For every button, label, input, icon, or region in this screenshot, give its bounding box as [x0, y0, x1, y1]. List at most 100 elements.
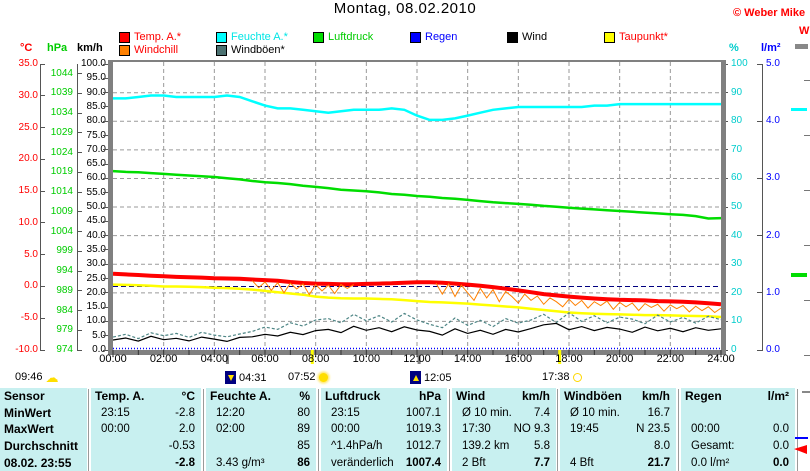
table-row — [681, 405, 795, 422]
cell-info: veränderlich — [331, 456, 394, 469]
cell-value: 0.0 — [773, 440, 789, 453]
series-windchill — [435, 282, 722, 314]
tick-label-%: 30 — [731, 258, 743, 270]
legend-item-luftdruck: Luftdruck — [313, 31, 373, 43]
tick-mark — [40, 317, 45, 319]
marker-sun: 07:52 — [288, 371, 328, 383]
x-tick-label: 02:00 — [149, 353, 178, 365]
tick-mark — [103, 335, 108, 337]
table-group-windben: Windböen km/h Ø 10 min. 16.7 19:45 N 23.5 8.0 4… — [560, 388, 676, 471]
cell-info: Ø 10 min. — [570, 406, 620, 419]
table-group-tempa: Temp. A. °C 23:15 -2.8 00:00 2.0 -0.53 -2.8 — [91, 388, 201, 471]
tick-label-km/h: 70.0 — [86, 143, 106, 155]
tick-label-hPa: 999 — [56, 245, 73, 257]
tick-label-%: 100 — [731, 58, 748, 70]
tick-mark — [77, 112, 82, 114]
table-group-header: Luftdruck hPa — [321, 388, 447, 405]
sensor-unit: l/m² — [767, 389, 789, 404]
sensor-unit: km/h — [521, 389, 550, 404]
tick-label-km/h: 50.0 — [86, 201, 106, 213]
cell-info: 0.0 l/m² — [691, 456, 730, 469]
tick-mark — [103, 192, 108, 194]
table-separator — [557, 389, 558, 471]
table-row: 0.0 l/m² 0.0 — [681, 454, 795, 471]
moonrise-icon — [410, 371, 421, 384]
tick-mark — [77, 211, 82, 213]
table-group-regen: Regen l/m² 00:00 0.0 Gesamt: 0.0 0.0 l/m² 0.0 — [681, 388, 795, 471]
tick-label-l/m²: 3.0 — [766, 172, 780, 184]
marker-sun-outline: 17:38 — [542, 371, 582, 383]
mini-pressure-mark — [791, 273, 807, 277]
cell-info: Gesamt: — [691, 440, 735, 453]
axis-line-l/m² — [762, 64, 763, 350]
plot-border-left — [108, 62, 113, 355]
cell-value: 7.7 — [534, 456, 550, 469]
tick-mark — [77, 191, 82, 193]
tick-label-km/h: 10.0 — [86, 315, 106, 327]
tick-label-hPa: 1044 — [50, 67, 73, 79]
legend-item-taupunkt: Taupunkt* — [604, 31, 668, 43]
table-row: 00:00 1019.3 — [321, 421, 447, 438]
tick-mark — [77, 250, 82, 252]
table-row: 08.02. 23:55 — [0, 454, 87, 471]
table-separator — [203, 389, 204, 471]
cell-info: 00:00 — [691, 423, 720, 436]
tick-mark — [40, 254, 45, 256]
tick-label-km/h: 60.0 — [86, 172, 106, 184]
table-row: 12:20 80 — [206, 405, 316, 422]
tick-mark — [103, 206, 108, 208]
tick-label-km/h: 30.0 — [86, 258, 106, 270]
table-row: 00:00 0.0 — [681, 421, 795, 438]
series-wind — [112, 322, 722, 343]
table-row: 8.0 — [560, 438, 676, 455]
sensor-name: Feuchte A. — [210, 389, 271, 404]
table-row: 23:15 -2.8 — [91, 405, 201, 422]
page-title: Montag, 08.02.2010 — [333, 0, 477, 17]
tick-mark — [103, 106, 108, 108]
axis-line-°C — [40, 64, 41, 350]
tick-label-%: 50 — [731, 201, 743, 213]
legend-label: Temp. A.* — [134, 31, 182, 43]
cell-info: 4 Bft — [570, 456, 594, 469]
cell-value: 16.7 — [647, 406, 670, 419]
cell-info: 12:20 — [216, 406, 245, 419]
sensor-name: Windböen — [564, 389, 622, 404]
sun-cloud-icon: ☁ — [45, 369, 59, 385]
x-tick-label: 12:00 — [403, 353, 431, 365]
tick-mark — [77, 231, 82, 233]
tick-label-km/h: 40.0 — [86, 229, 106, 241]
axis-line-hPa — [77, 64, 78, 350]
tick-label-hPa: 1009 — [50, 205, 73, 217]
cell-info: 02:00 — [216, 423, 245, 436]
cell-info: 3.43 g/m³ — [216, 456, 265, 469]
marker-moonrise: 12:05 — [410, 371, 452, 384]
plot-border-top — [108, 60, 726, 62]
x-tick-label: 22:00 — [656, 353, 685, 365]
tick-label-%: 20 — [731, 286, 743, 298]
tick-label-l/m²: 4.0 — [766, 115, 780, 127]
table-group-header: Windböen km/h — [560, 388, 676, 405]
tick-label-°C: 5.0 — [24, 248, 38, 260]
x-tick-label: 14:00 — [453, 353, 482, 365]
cell-value: N 23.5 — [636, 423, 670, 436]
table-separator — [88, 389, 89, 471]
x-tick-label: 24:00 — [707, 353, 735, 365]
cell-value: 86 — [297, 456, 310, 469]
tick-mark — [40, 285, 45, 287]
sensor-unit: % — [299, 389, 310, 404]
tick-mark — [40, 190, 45, 192]
tick-label-°C: 10.0 — [18, 216, 38, 228]
tick-label-°C: 25.0 — [18, 121, 38, 133]
tick-mark — [40, 222, 45, 224]
tick-label-%: 0 — [731, 344, 737, 355]
cell-value: -2.8 — [175, 456, 195, 469]
cell-value: 1012.7 — [405, 440, 441, 453]
plot-border-right — [721, 62, 726, 355]
x-tick-label: 10:00 — [352, 353, 381, 365]
cell-value: 2.0 — [179, 423, 195, 436]
series-windchill — [251, 280, 354, 296]
cell-value: 1007.4 — [405, 456, 441, 469]
tick-label-l/m²: 1.0 — [766, 286, 780, 298]
tick-mark — [40, 349, 45, 351]
tick-mark — [103, 92, 108, 94]
